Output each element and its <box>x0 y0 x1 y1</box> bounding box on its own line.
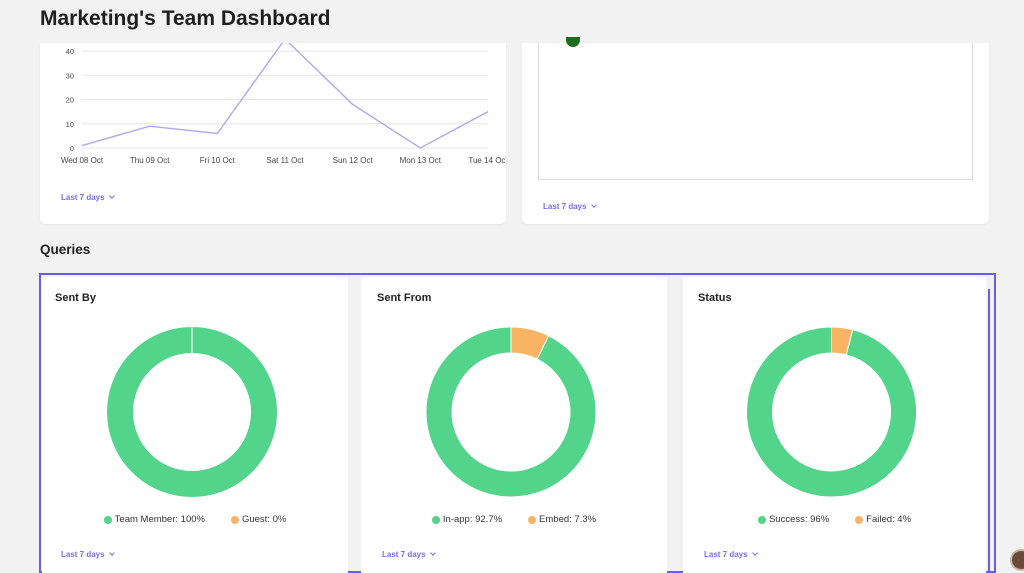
legend-item[interactable]: Embed: 7.3% <box>528 514 596 525</box>
donut-slice <box>831 326 854 356</box>
chart-legend: Success: 96% Failed: 4% <box>683 514 986 525</box>
legend-item[interactable]: Team Member: 100% <box>103 514 205 525</box>
range-dropdown-label: Last 7 days <box>382 550 426 559</box>
legend-item[interactable]: Success: 96% <box>757 514 830 525</box>
line-chart: 0 10 20 30 40 Wed 08 Oct Thu 09 Oct Fri 10 Oct S… <box>61 43 506 165</box>
donut-slice <box>425 326 597 498</box>
range-dropdown[interactable]: Last 7 days <box>61 550 115 559</box>
y-tick-label: 30 <box>66 71 74 80</box>
y-tick-label: 10 <box>66 120 74 129</box>
range-dropdown[interactable]: Last 7 days <box>382 550 436 559</box>
legend-label: Success: 96% <box>768 514 830 525</box>
chevron-down-icon <box>429 550 436 556</box>
chevron-down-icon <box>751 550 758 556</box>
range-dropdown[interactable]: Last 7 days <box>704 550 758 559</box>
legend-item[interactable]: In-app: 92.7% <box>431 514 503 525</box>
legend-swatch <box>230 515 239 524</box>
y-tick-label: 40 <box>66 47 74 56</box>
range-dropdown-label: Last 7 days <box>704 550 748 559</box>
x-tick-label: Sun 12 Oct <box>333 156 374 165</box>
range-dropdown-label: Last 7 days <box>543 202 587 211</box>
x-tick-label: Wed 08 Oct <box>61 156 104 165</box>
donut-slice <box>510 326 550 360</box>
x-tick-label: Thu 09 Oct <box>130 156 170 165</box>
legend-swatch <box>528 515 537 524</box>
range-dropdown[interactable]: Last 7 days <box>543 202 597 211</box>
legend-swatch <box>855 515 864 524</box>
legend-label: Failed: 4% <box>866 514 912 525</box>
map-marker-icon <box>566 37 580 47</box>
section-title: Queries <box>40 242 91 257</box>
legend-item[interactable]: Failed: 4% <box>855 514 911 525</box>
range-dropdown[interactable]: Last 7 days <box>61 193 115 202</box>
donut-chart <box>746 326 917 498</box>
donut-slice <box>107 327 277 497</box>
y-tick-label: 0 <box>70 144 74 153</box>
x-tick-label: Tue 14 Oct <box>468 156 506 165</box>
x-tick-label: Sat 11 Oct <box>266 156 304 165</box>
series-line <box>81 43 489 149</box>
card-title: Sent From <box>377 292 432 304</box>
chart-frame <box>538 37 973 180</box>
range-dropdown-label: Last 7 days <box>61 193 105 202</box>
legend-label: Guest: 0% <box>241 514 287 525</box>
line-chart-card: 0 10 20 30 40 Wed 08 Oct Thu 09 Oct Fri 10 Oct S… <box>40 43 506 224</box>
legend-item[interactable]: Guest: 0% <box>230 514 287 525</box>
x-tick-label: Mon 13 Oct <box>400 156 442 165</box>
scrollbar[interactable] <box>988 289 990 571</box>
legend-label: Embed: 7.3% <box>539 514 597 525</box>
x-tick-label: Fri 10 Oct <box>200 156 236 165</box>
legend-label: In-app: 92.7% <box>442 514 503 525</box>
range-dropdown-label: Last 7 days <box>61 550 105 559</box>
map-card: Last 7 days <box>522 37 989 224</box>
donut-slice <box>746 326 917 498</box>
chevron-down-icon <box>108 550 115 556</box>
legend-swatch <box>757 515 766 524</box>
y-tick-label: 20 <box>66 96 74 105</box>
chart-legend: Team Member: 100% Guest: 0% <box>42 514 348 525</box>
donut-chart <box>107 327 277 497</box>
pie-card-sent-by: Sent By Team Member: 100% Guest: 0% Last… <box>42 277 348 573</box>
avatar[interactable] <box>1010 549 1024 571</box>
donut-chart <box>425 326 597 498</box>
card-title: Status <box>698 292 732 304</box>
legend-swatch <box>431 515 440 524</box>
pie-card-status: Status Success: 96% Failed: 4% Last 7 da… <box>683 277 986 573</box>
chevron-down-icon <box>108 193 115 199</box>
pie-card-sent-from: Sent From In-app: 92.7% Embed: 7.3% Last… <box>361 277 667 573</box>
chart-legend: In-app: 92.7% Embed: 7.3% <box>361 514 667 525</box>
card-title: Sent By <box>55 292 96 304</box>
chevron-down-icon <box>590 202 597 208</box>
page-title: Marketing's Team Dashboard <box>40 7 331 30</box>
legend-swatch <box>103 515 112 524</box>
legend-label: Team Member: 100% <box>114 514 205 525</box>
